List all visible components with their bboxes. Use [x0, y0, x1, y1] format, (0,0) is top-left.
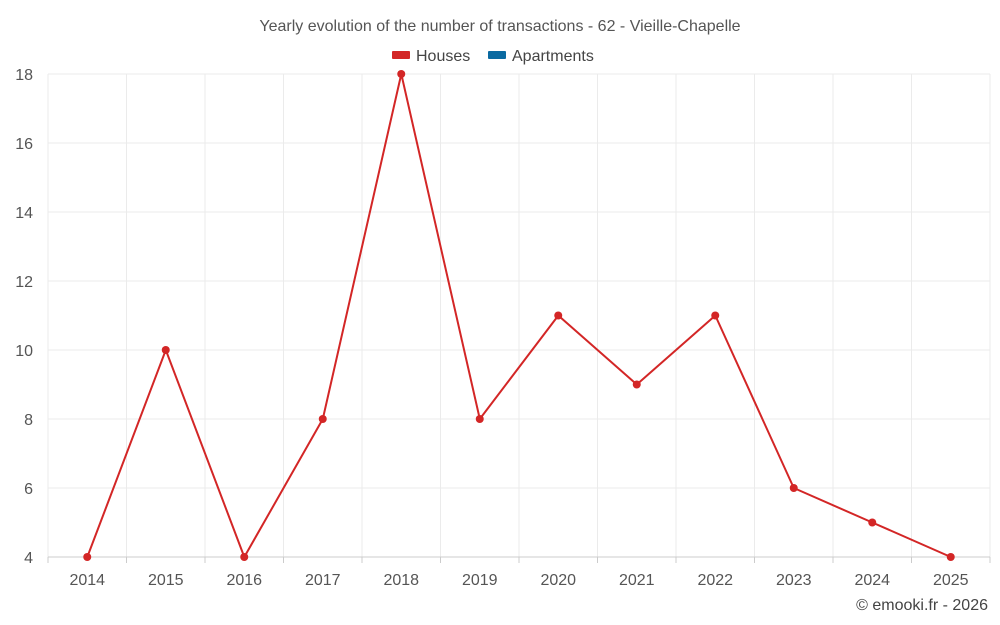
x-tick-label-2021: 2021 — [619, 572, 655, 589]
grid — [47, 73, 991, 558]
x-tick-label-2020: 2020 — [540, 572, 576, 589]
x-tick-label-2018: 2018 — [383, 572, 419, 589]
y-tick-label-12: 12 — [15, 274, 33, 291]
data-point-houses-2025[interactable] — [946, 553, 955, 561]
x-tick-label-2017: 2017 — [305, 572, 341, 589]
data-point-houses-2015[interactable] — [161, 346, 170, 354]
x-tick-label-2019: 2019 — [462, 572, 498, 589]
y-tick-label-4: 4 — [24, 550, 33, 567]
axes — [47, 556, 991, 563]
x-axis-ticks: 2014 2015 2016 2017 2018 2019 2020 2021 2022 2023… — [69, 572, 968, 589]
legend-item-apartments[interactable]: Apartments — [488, 48, 594, 65]
x-tick-label-2014: 2014 — [69, 572, 105, 589]
legend-item-houses[interactable]: Houses — [392, 48, 470, 65]
x-tick-label-2015: 2015 — [148, 572, 184, 589]
y-tick-label-16: 16 — [15, 136, 33, 153]
data-point-houses-2021[interactable] — [632, 380, 641, 389]
y-axis-ticks: 4 6 8 10 12 14 16 18 — [15, 67, 33, 567]
series — [83, 70, 955, 561]
data-point-houses-2019[interactable] — [475, 415, 484, 423]
y-tick-label-10: 10 — [15, 343, 33, 360]
data-point-houses-2024[interactable] — [868, 518, 877, 527]
legend: Houses Apartments — [392, 48, 594, 65]
x-tick-label-2016: 2016 — [226, 572, 262, 589]
credit-text: © emooki.fr - 2026 — [856, 597, 988, 614]
x-tick-label-2022: 2022 — [697, 572, 733, 589]
data-point-houses-2018[interactable] — [397, 70, 406, 78]
y-tick-label-8: 8 — [24, 412, 33, 429]
legend-swatch-apartments — [488, 51, 506, 59]
data-point-houses-2022[interactable] — [711, 311, 720, 320]
data-point-houses-2017[interactable] — [318, 415, 327, 423]
chart-title: Yearly evolution of the number of transa… — [259, 18, 740, 35]
x-tick-label-2024: 2024 — [854, 572, 890, 589]
series-houses — [83, 70, 955, 561]
y-tick-label-18: 18 — [15, 67, 33, 84]
legend-label-houses: Houses — [416, 48, 470, 65]
data-point-houses-2016[interactable] — [240, 553, 249, 561]
data-point-houses-2020[interactable] — [554, 311, 563, 320]
x-tick-label-2025: 2025 — [933, 572, 969, 589]
data-point-houses-2023[interactable] — [789, 484, 798, 492]
legend-swatch-houses — [392, 51, 410, 59]
x-tick-label-2023: 2023 — [776, 572, 812, 589]
legend-label-apartments: Apartments — [512, 48, 594, 65]
y-tick-label-6: 6 — [24, 481, 33, 498]
y-tick-label-14: 14 — [15, 205, 33, 222]
series-line-houses — [86, 73, 952, 558]
data-point-houses-2014[interactable] — [83, 553, 92, 561]
